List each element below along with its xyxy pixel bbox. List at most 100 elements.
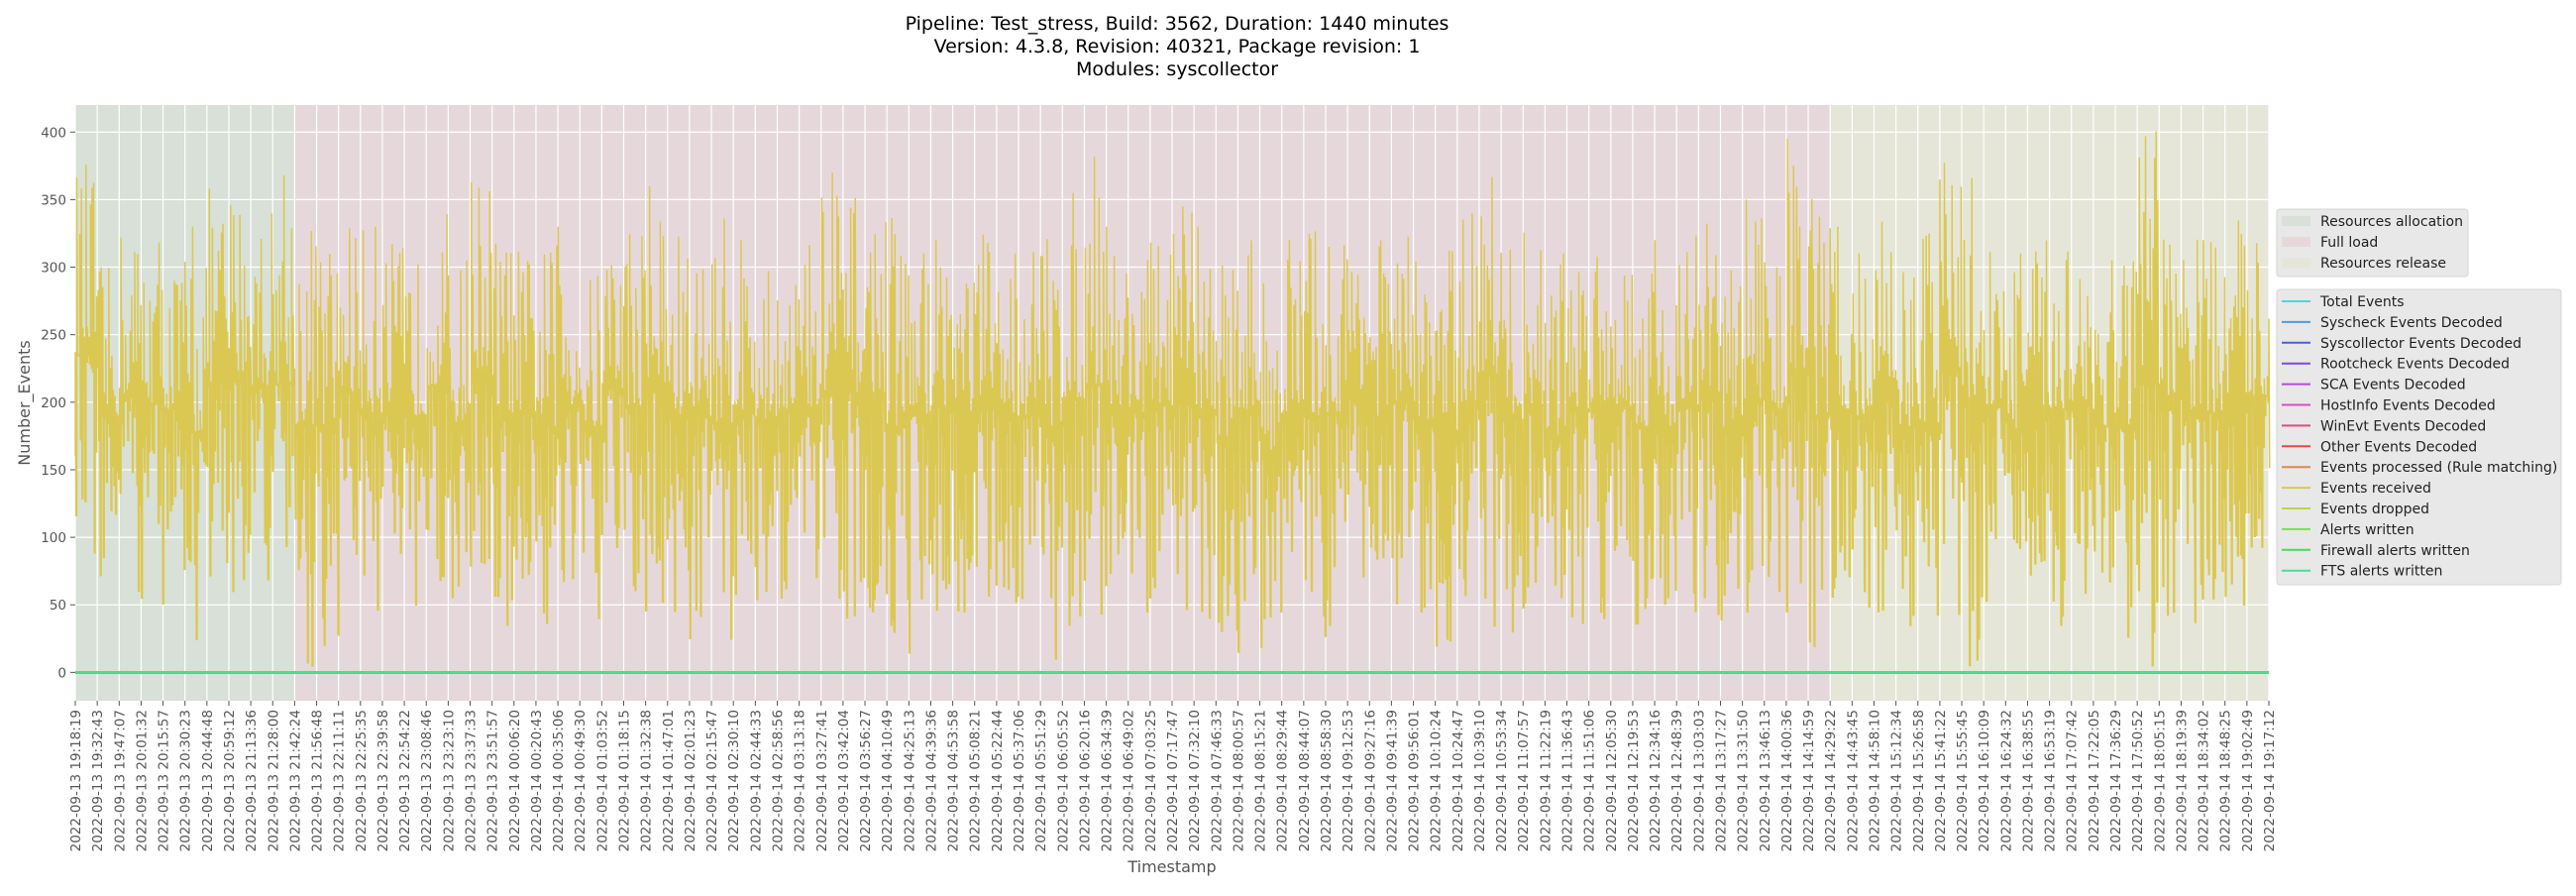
x-tick-label: 2022-09-13 19:18:19	[68, 710, 84, 851]
x-tick-label: 2022-09-14 13:46:13	[1758, 710, 1773, 851]
chart-title-line: Pipeline: Test_stress, Build: 3562, Dura…	[906, 13, 1449, 35]
x-tick-label: 2022-09-14 03:42:04	[836, 710, 852, 851]
x-tick-label: 2022-09-14 11:51:06	[1582, 710, 1598, 851]
x-tick-label: 2022-09-14 03:13:18	[793, 710, 808, 851]
phase-legend-label: Full load	[2320, 235, 2378, 251]
x-tick-label: 2022-09-14 11:07:57	[1516, 710, 1532, 851]
x-tick-label: 2022-09-14 08:44:07	[1297, 710, 1313, 851]
x-tick-label: 2022-09-14 14:43:45	[1845, 710, 1861, 851]
x-tick-label: 2022-09-13 19:32:43	[90, 710, 106, 851]
x-tick-label: 2022-09-14 12:05:30	[1604, 710, 1620, 851]
x-tick-label: 2022-09-14 14:58:10	[1867, 710, 1882, 851]
x-tick-label: 2022-09-13 20:15:57	[157, 710, 172, 851]
y-tick-label: 350	[41, 192, 66, 208]
x-tick-label: 2022-09-14 04:53:58	[946, 710, 962, 851]
x-tick-label: 2022-09-14 19:02:49	[2240, 710, 2256, 851]
phase-legend: Resources allocation Full load Resources r…	[2276, 208, 2469, 278]
x-tick-label: 2022-09-14 13:31:50	[1736, 710, 1752, 851]
x-tick-label: 2022-09-14 15:41:22	[1933, 710, 1949, 851]
x-tick-label: 2022-09-14 10:39:10	[1472, 710, 1488, 851]
x-tick-label: 2022-09-14 01:32:38	[639, 710, 655, 851]
x-tick-label: 2022-09-14 12:34:16	[1648, 710, 1664, 851]
x-tick-label: 2022-09-14 15:26:58	[1911, 710, 1927, 851]
x-tick-label: 2022-09-14 02:30:10	[726, 710, 742, 851]
x-tick-label: 2022-09-13 20:44:48	[200, 710, 216, 851]
x-tick-label: 2022-09-14 12:48:39	[1669, 710, 1685, 851]
x-tick-label: 2022-09-13 23:37:33	[464, 710, 480, 851]
phase-legend-frame	[2276, 208, 2469, 278]
series-legend-label: Total Events	[2319, 294, 2405, 310]
x-tick-label: 2022-09-14 06:20:16	[1077, 710, 1093, 851]
x-tick-label: 2022-09-14 00:20:43	[529, 710, 545, 851]
x-tick-label: 2022-09-13 21:13:36	[244, 710, 260, 851]
x-tick-label: 2022-09-13 22:54:22	[397, 710, 413, 851]
phase-legend-swatch	[2282, 258, 2310, 268]
x-tick-label: 2022-09-14 14:00:36	[1779, 710, 1795, 851]
series-legend-label: SCA Events Decoded	[2320, 378, 2466, 393]
phase-legend-swatch	[2282, 237, 2310, 247]
x-tick-label: 2022-09-14 06:05:52	[1055, 710, 1071, 851]
x-tick-label: 2022-09-14 06:49:02	[1122, 710, 1137, 851]
x-tick-label: 2022-09-14 05:22:44	[990, 710, 1006, 851]
series-legend-label: Events dropped	[2320, 502, 2429, 517]
phase-legend-label: Resources allocation	[2320, 214, 2463, 230]
x-tick-label: 2022-09-14 00:06:20	[507, 710, 523, 851]
x-tick-label: 2022-09-14 14:29:22	[1823, 710, 1839, 851]
x-tick-label: 2022-09-13 22:39:58	[376, 710, 391, 851]
series-legend-label: Events received	[2320, 481, 2431, 497]
x-tick-label: 2022-09-14 09:56:01	[1407, 710, 1423, 851]
series-legend-label: Alerts written	[2320, 522, 2415, 538]
x-tick-label: 2022-09-14 18:34:02	[2197, 710, 2212, 851]
x-tick-label: 2022-09-13 21:28:00	[266, 710, 281, 851]
x-tick-label: 2022-09-14 16:38:55	[2020, 710, 2036, 851]
x-tick-label: 2022-09-14 16:53:19	[2043, 710, 2059, 851]
x-tick-label: 2022-09-14 19:17:12	[2262, 710, 2278, 851]
y-tick-label: 300	[41, 261, 66, 277]
x-tick-label: 2022-09-14 15:55:45	[1955, 710, 1971, 851]
x-tick-label: 2022-09-14 10:10:24	[1429, 710, 1445, 851]
x-tick-label: 2022-09-14 17:22:05	[2087, 710, 2102, 851]
x-tick-label: 2022-09-14 07:46:33	[1209, 710, 1225, 851]
x-tick-label: 2022-09-14 02:44:33	[748, 710, 764, 851]
x-tick-label: 2022-09-14 18:19:39	[2174, 710, 2190, 851]
x-tick-label: 2022-09-13 20:59:12	[222, 710, 238, 851]
x-tick-label: 2022-09-14 17:36:29	[2108, 710, 2124, 851]
series-legend-label: Events processed (Rule matching)	[2320, 460, 2557, 476]
x-tick-label: 2022-09-14 01:03:52	[594, 710, 610, 851]
x-tick-label: 2022-09-14 18:48:25	[2218, 710, 2234, 851]
x-tick-label: 2022-09-14 07:17:47	[1165, 710, 1181, 851]
x-tick-label: 2022-09-14 17:50:52	[2130, 710, 2146, 851]
x-tick-label: 2022-09-14 18:05:15	[2152, 710, 2168, 851]
x-tick-label: 2022-09-14 09:12:53	[1341, 710, 1356, 851]
phase-legend-label: Resources release	[2320, 256, 2446, 272]
x-tick-label: 2022-09-14 03:27:41	[814, 710, 830, 851]
x-tick-label: 2022-09-13 22:11:11	[332, 710, 348, 851]
x-tick-label: 2022-09-13 22:25:35	[354, 710, 370, 851]
series-events-received	[74, 131, 2271, 667]
x-tick-label: 2022-09-14 02:58:56	[770, 710, 786, 851]
x-tick-label: 2022-09-14 07:03:25	[1143, 710, 1159, 851]
x-tick-label: 2022-09-14 04:10:49	[880, 710, 896, 851]
x-tick-label: 2022-09-14 01:18:15	[617, 710, 633, 851]
x-tick-label: 2022-09-14 02:15:47	[704, 710, 720, 851]
x-tick-label: 2022-09-14 09:27:16	[1362, 710, 1378, 851]
series-legend-label: Other Events Decoded	[2320, 439, 2477, 455]
y-tick-label: 100	[41, 530, 66, 546]
x-axis-label: Timestamp	[1127, 857, 1216, 876]
x-tick-label: 2022-09-14 12:19:53	[1626, 710, 1642, 851]
y-tick-label: 150	[41, 463, 66, 479]
x-tick-label: 2022-09-14 14:14:59	[1801, 710, 1817, 851]
y-tick-label: 250	[41, 328, 66, 344]
x-tick-label: 2022-09-14 03:56:27	[858, 710, 874, 851]
x-tick-label: 2022-09-14 04:39:36	[923, 710, 939, 851]
x-tick-label: 2022-09-14 01:47:01	[661, 710, 677, 851]
x-tick-label: 2022-09-13 21:42:24	[287, 710, 303, 851]
y-axis-label: Number_Events	[15, 340, 35, 465]
x-tick-label: 2022-09-13 23:08:46	[419, 710, 435, 851]
x-tick-label: 2022-09-13 20:30:23	[178, 710, 194, 851]
phase-legend-swatch	[2282, 216, 2310, 226]
x-tick-label: 2022-09-14 11:22:19	[1538, 710, 1554, 851]
series-legend-label: FTS alerts written	[2320, 564, 2442, 580]
x-tick-label: 2022-09-14 04:25:13	[902, 710, 917, 851]
